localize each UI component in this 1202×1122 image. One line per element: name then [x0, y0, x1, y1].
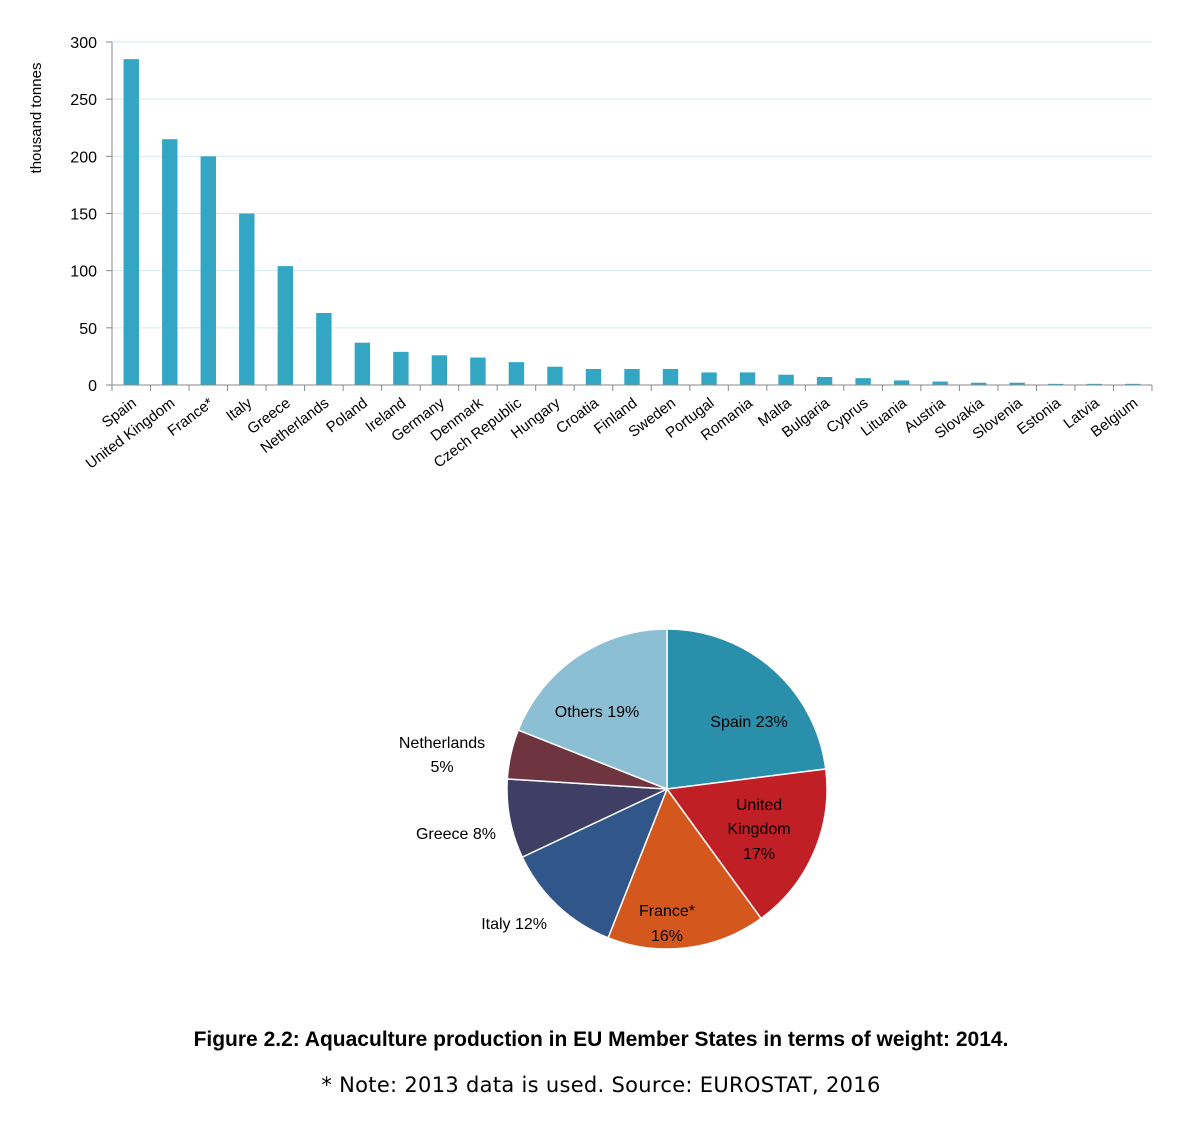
pie-slice	[666, 628, 827, 790]
bar	[624, 368, 640, 385]
pie-label-greece: Greece 8%	[416, 826, 496, 843]
bar	[893, 380, 910, 385]
y-tick-label: 150	[70, 207, 97, 224]
bar	[354, 342, 371, 385]
pie-label-uk-line3: 17%	[743, 846, 775, 863]
pie-label-uk-line2: Kingdom	[727, 821, 790, 838]
bar	[1009, 382, 1025, 385]
bar	[508, 362, 525, 385]
pie-label-others: Others 19%	[555, 704, 639, 721]
pie-slice	[517, 628, 668, 791]
x-tick-label: Poland	[323, 395, 371, 437]
y-tick-label: 50	[79, 321, 97, 338]
pie-label-uk-line1: United	[736, 797, 782, 814]
bar	[316, 312, 332, 385]
pie-label-spain: Spain 23%	[710, 714, 787, 731]
bar	[239, 213, 255, 385]
pie-label-france-line1: France*	[639, 903, 695, 920]
y-tick-labels: 0 50 100 150 200 250 300	[70, 35, 97, 395]
pie-label-france-line2: 16%	[651, 928, 683, 945]
y-tick-label: 0	[88, 378, 97, 395]
pie-label-netherlands-line2: 5%	[430, 759, 453, 776]
pie-slice	[521, 787, 669, 939]
bar	[547, 366, 563, 385]
y-tick-label: 100	[70, 264, 97, 281]
bar	[393, 351, 409, 385]
figure-caption: Figure 2.2: Aquaculture production in EU…	[193, 1028, 1009, 1051]
pie-chart: Spain 23% United Kingdom 17% France* 16%…	[399, 628, 828, 950]
y-tick-label: 300	[70, 35, 97, 52]
bar	[932, 381, 948, 385]
bar	[123, 59, 139, 386]
bar-gridlines	[106, 41, 1153, 391]
bar	[778, 374, 794, 385]
pie-slice	[607, 787, 763, 950]
bar	[816, 376, 833, 385]
bar	[585, 368, 602, 385]
bar	[701, 372, 717, 385]
pie-slice	[665, 768, 828, 920]
bar	[970, 382, 987, 385]
bar	[739, 372, 756, 385]
pie-label-italy: Italy 12%	[481, 916, 547, 933]
bar	[1048, 383, 1064, 385]
bar	[470, 357, 486, 385]
y-tick-label: 250	[70, 92, 97, 109]
y-axis-label: thousand tonnes	[28, 63, 45, 174]
x-tick-label: Estonia	[1014, 394, 1065, 438]
bar	[162, 139, 178, 385]
bar	[855, 378, 871, 385]
bar-series	[123, 59, 1141, 386]
bar	[431, 355, 448, 385]
figure-note: * Note: 2013 data is used. Source: EUROS…	[321, 1073, 881, 1097]
y-tick-label: 200	[70, 149, 97, 166]
bar	[1125, 383, 1141, 385]
bar	[1086, 383, 1102, 385]
bar	[277, 266, 294, 385]
pie-labels: Spain 23% United Kingdom 17% France* 16%…	[399, 704, 791, 945]
bar	[200, 156, 216, 385]
bar-axes	[111, 42, 1152, 386]
bar	[662, 368, 679, 385]
pie-slices	[506, 628, 828, 950]
pie-label-netherlands-line1: Netherlands	[399, 735, 485, 752]
